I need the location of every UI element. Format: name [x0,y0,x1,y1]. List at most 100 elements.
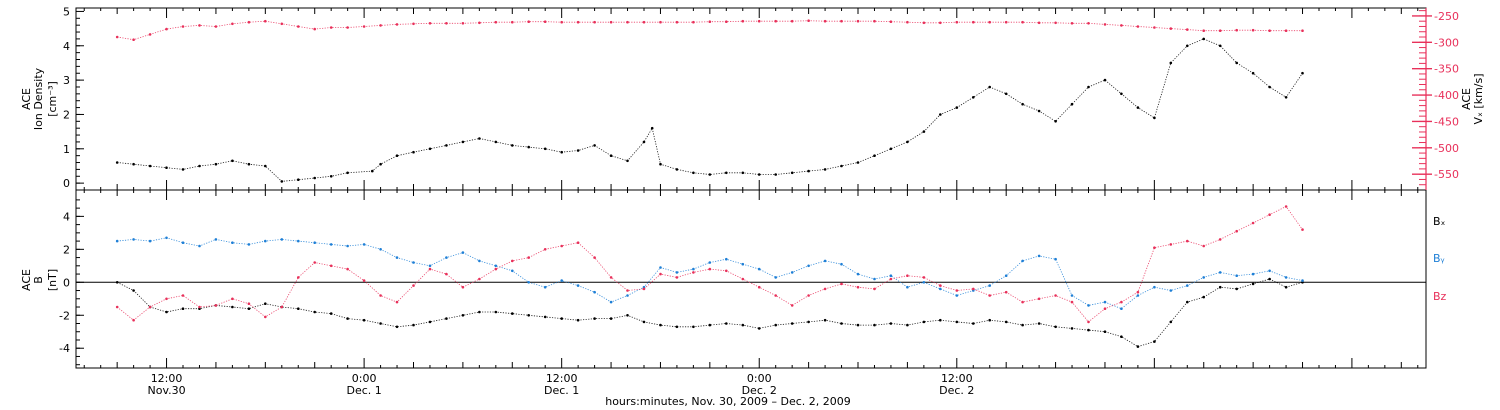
bx-point [1284,285,1288,289]
velocity-point [642,20,646,24]
velocity-point [478,21,481,25]
density-point [1070,102,1074,106]
density-point [461,140,465,144]
density-point [757,173,761,176]
bz-point [412,284,415,287]
velocity-point [560,20,563,24]
time-tick-label: 0:00 [352,372,377,385]
by-point [576,284,580,287]
time-tick-date: Dec. 2 [939,384,974,397]
velocity-point [955,20,959,24]
bz-point [1120,300,1123,304]
by-point [659,266,662,269]
by-point [231,241,234,244]
bz-point [1235,229,1238,233]
bx-point [1070,327,1074,330]
density-point [1004,92,1008,96]
by-point [1153,285,1156,289]
bx-point [1037,322,1041,325]
bx-point [823,318,827,322]
velocity-point [609,20,613,24]
bx-point [428,320,432,324]
bx-point [527,314,530,317]
density-point [725,171,728,175]
legend-bz: Bz [1433,290,1447,303]
bz-point [181,294,185,297]
velocity-point [757,19,761,23]
velocity-point [774,19,777,23]
bx-point [659,323,662,327]
bx-point [1169,320,1173,324]
density-point [1301,71,1304,75]
bz-point [1153,246,1156,249]
density-tick-label: 3 [63,74,70,87]
by-point [708,261,712,264]
magnetic-left-axis: -4 -2 0 2 4 [59,199,84,366]
bz-point [428,267,432,271]
bz-point [1251,221,1255,225]
bz-point [1087,320,1090,324]
velocity-point [725,20,728,24]
density-point [247,162,251,166]
velocity-point [132,38,135,41]
density-tick-label: 2 [63,108,70,121]
density-point [774,173,777,176]
bx-point [576,318,580,322]
by-point [181,241,185,244]
velocity-point [675,20,679,24]
plasma-data [115,19,1304,183]
bx-point [856,323,860,327]
by-point [511,269,514,273]
bx-point [1268,277,1271,281]
bz-point [543,248,547,251]
magnetic-left-ylabel: ACE B [nT] [20,269,59,291]
bz-point [313,261,317,264]
bx-point [593,317,596,320]
density-point [428,147,432,151]
velocity-point [543,20,547,24]
velocity-point [873,19,876,23]
velocity-point [1235,28,1238,32]
bz-point [939,284,942,287]
velocity-tick-label: -250 [1434,10,1459,23]
velocity-tick-label: -400 [1434,89,1459,102]
by-point [725,257,728,261]
bz-point [725,269,728,273]
density-point [478,137,481,140]
density-point [346,171,349,175]
by-point [478,259,481,263]
bx-point [231,305,234,309]
velocity-point [922,21,926,25]
b-tick-label: 0 [63,276,70,289]
bx-point [955,320,959,324]
bz-point [906,274,909,278]
bz-point [1004,290,1008,294]
bz-point [576,241,580,244]
bz-point [280,305,284,309]
velocity-point [1218,29,1222,32]
by-point [1054,257,1057,261]
velocity-point [1284,29,1288,32]
density-point [1136,106,1140,109]
density-point [264,164,267,168]
by-point [1087,304,1090,307]
velocity-point [1070,22,1074,25]
velocity-point [428,22,432,25]
time-tick-label: 0:00 [747,372,772,385]
bz-point [922,276,926,279]
by-point [445,256,448,259]
bx-point [1004,320,1008,324]
b-tick-label: 2 [63,243,70,256]
bx-point [1218,285,1222,289]
by-point [1235,274,1238,278]
by-point [1301,279,1304,282]
density-point [527,145,530,149]
velocity-point [593,20,596,24]
density-trace [117,38,1303,182]
bx-point [478,310,481,314]
velocity-point [148,33,152,36]
bx-trace [117,278,1303,348]
by-point [148,239,152,243]
velocity-ylabel-line1: ACE [1460,88,1473,110]
density-point [1251,71,1255,75]
